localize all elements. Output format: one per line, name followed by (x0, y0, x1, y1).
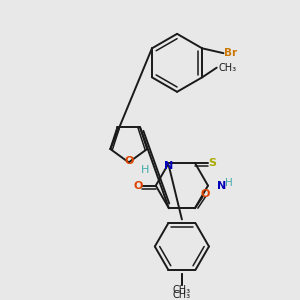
Text: S: S (208, 158, 216, 168)
Text: CH₃: CH₃ (173, 285, 191, 295)
Text: O: O (134, 181, 143, 190)
Text: O: O (201, 189, 210, 199)
Text: Br: Br (224, 48, 238, 58)
Text: N: N (164, 161, 173, 171)
Text: H: H (141, 165, 149, 175)
Text: N: N (217, 181, 226, 190)
Text: CH₃: CH₃ (219, 63, 237, 73)
Text: CH₃: CH₃ (173, 290, 191, 300)
Text: H: H (225, 178, 233, 188)
Text: O: O (124, 156, 134, 167)
